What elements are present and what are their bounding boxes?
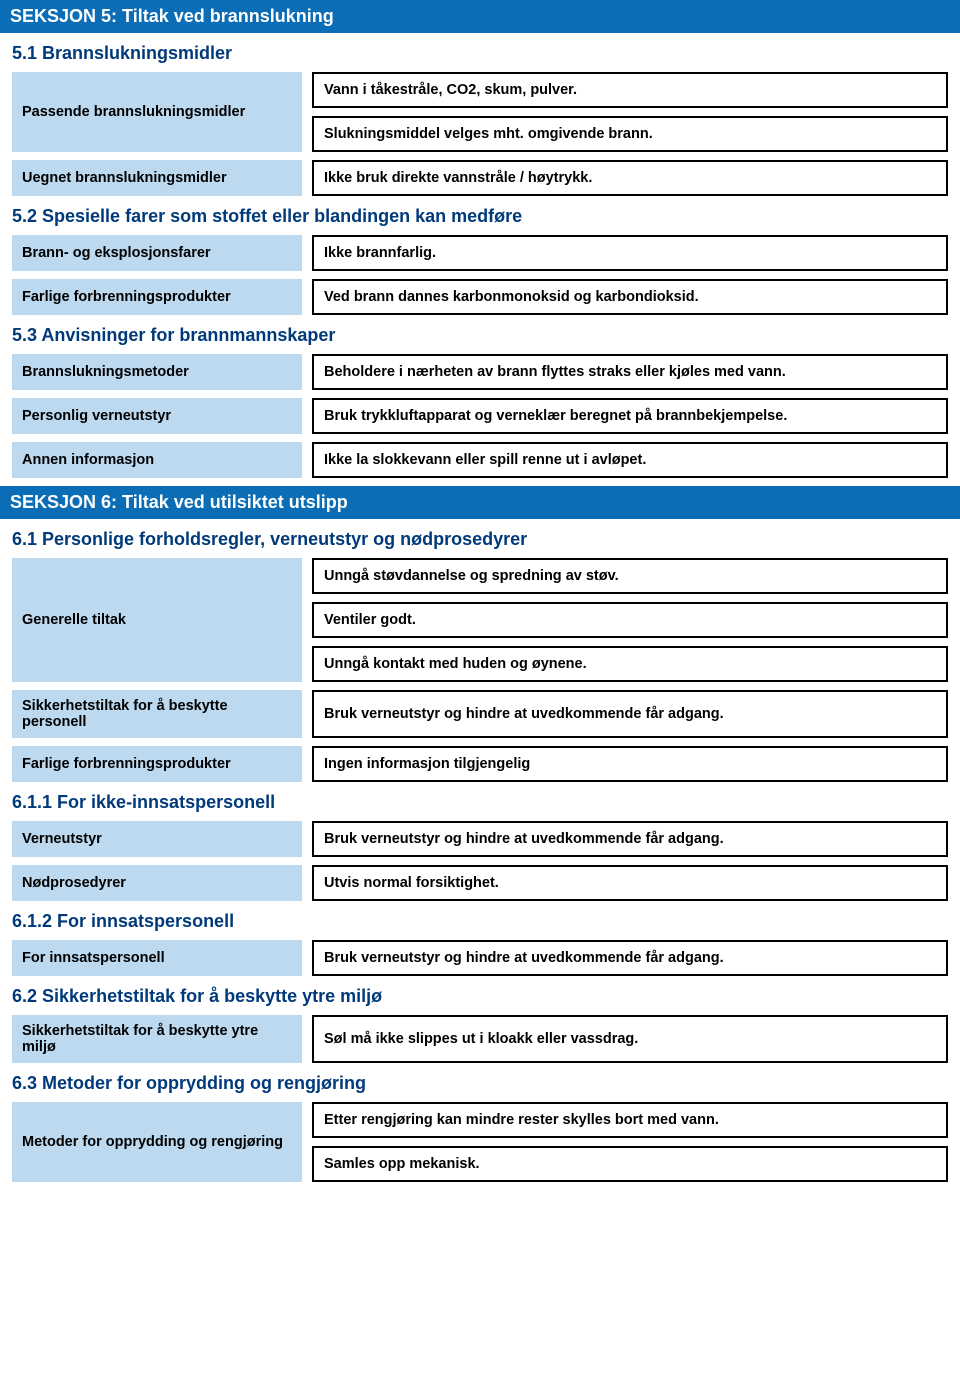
label-generelle: Generelle tiltak [12,558,302,682]
section5-header: SEKSJON 5: Tiltak ved brannslukning [0,0,960,33]
value-nodprosedyrer: Utvis normal forsiktighet. [312,865,948,901]
value-verneutstyr-611: Bruk verneutstyr og hindre at uvedkommen… [312,821,948,857]
label-ytre-miljo: Sikkerhetstiltak for å beskytte ytre mil… [12,1015,302,1063]
section5-1-heading: 5.1 Brannslukningsmidler [12,43,948,64]
value-ytre-miljo: Søl må ikke slippes ut i kloakk eller va… [312,1015,948,1063]
value-generelle-1: Unngå støvdannelse og spredning av støv. [312,558,948,594]
label-verneutstyr-611: Verneutstyr [12,821,302,857]
row-passende: Passende brannslukningsmidler Vann i tåk… [12,72,948,152]
value-annen-53: Ikke la slokkevann eller spill renne ut … [312,442,948,478]
row-sikkerhet-personell: Sikkerhetstiltak for å beskytte personel… [12,690,948,738]
label-farlige-52: Farlige forbrenningsprodukter [12,279,302,315]
value-passende-1: Vann i tåkestråle, CO2, skum, pulver. [312,72,948,108]
row-metoder-53: Brannslukningsmetoder Beholdere i nærhet… [12,354,948,390]
section6-3-heading: 6.3 Metoder for opprydding og rengjøring [12,1073,948,1094]
row-annen-53: Annen informasjon Ikke la slokkevann ell… [12,442,948,478]
value-generelle-2: Ventiler godt. [312,602,948,638]
row-farlige-52: Farlige forbrenningsprodukter Ved brann … [12,279,948,315]
label-nodprosedyrer: Nødprosedyrer [12,865,302,901]
row-brann-eksplosjon: Brann- og eksplosjonsfarer Ikke brannfar… [12,235,948,271]
value-brann-eksplosjon: Ikke brannfarlig. [312,235,948,271]
row-ytre-miljo: Sikkerhetstiltak for å beskytte ytre mil… [12,1015,948,1063]
section5-2-heading: 5.2 Spesielle farer som stoffet eller bl… [12,206,948,227]
value-generelle-3: Unngå kontakt med huden og øynene. [312,646,948,682]
section6-1-heading: 6.1 Personlige forholdsregler, verneutst… [12,529,948,550]
label-uegnet: Uegnet brannslukningsmidler [12,160,302,196]
row-nodprosedyrer: Nødprosedyrer Utvis normal forsiktighet. [12,865,948,901]
row-verneutstyr-53: Personlig verneutstyr Bruk trykkluftappa… [12,398,948,434]
section6-header: SEKSJON 6: Tiltak ved utilsiktet utslipp [0,486,960,519]
label-sikkerhet-personell: Sikkerhetstiltak for å beskytte personel… [12,690,302,738]
section6-2-heading: 6.2 Sikkerhetstiltak for å beskytte ytre… [12,986,948,1007]
section6-1-2-heading: 6.1.2 For innsatspersonell [12,911,948,932]
value-farlige-61: Ingen informasjon tilgjengelig [312,746,948,782]
value-uegnet: Ikke bruk direkte vannstråle / høytrykk. [312,160,948,196]
label-passende: Passende brannslukningsmidler [12,72,302,152]
sds-page: SEKSJON 5: Tiltak ved brannslukning 5.1 … [0,0,960,1210]
label-for-innsats: For innsatspersonell [12,940,302,976]
value-passende-2: Slukningsmiddel velges mht. omgivende br… [312,116,948,152]
label-metoder-63: Metoder for opprydding og rengjøring [12,1102,302,1182]
row-for-innsats: For innsatspersonell Bruk verneutstyr og… [12,940,948,976]
value-metoder-53: Beholdere i nærheten av brann flyttes st… [312,354,948,390]
row-generelle: Generelle tiltak Unngå støvdannelse og s… [12,558,948,682]
value-sikkerhet-personell: Bruk verneutstyr og hindre at uvedkommen… [312,690,948,738]
row-verneutstyr-611: Verneutstyr Bruk verneutstyr og hindre a… [12,821,948,857]
label-annen-53: Annen informasjon [12,442,302,478]
label-farlige-61: Farlige forbrenningsprodukter [12,746,302,782]
row-metoder-63: Metoder for opprydding og rengjøring Ett… [12,1102,948,1182]
label-metoder-53: Brannslukningsmetoder [12,354,302,390]
section5-3-heading: 5.3 Anvisninger for brannmannskaper [12,325,948,346]
row-uegnet: Uegnet brannslukningsmidler Ikke bruk di… [12,160,948,196]
value-verneutstyr-53: Bruk trykkluftapparat og verneklær bereg… [312,398,948,434]
row-farlige-61: Farlige forbrenningsprodukter Ingen info… [12,746,948,782]
section6-1-1-heading: 6.1.1 For ikke-innsatspersonell [12,792,948,813]
value-farlige-52: Ved brann dannes karbonmonoksid og karbo… [312,279,948,315]
value-metoder-63-2: Samles opp mekanisk. [312,1146,948,1182]
value-metoder-63-1: Etter rengjøring kan mindre rester skyll… [312,1102,948,1138]
label-verneutstyr-53: Personlig verneutstyr [12,398,302,434]
value-for-innsats: Bruk verneutstyr og hindre at uvedkommen… [312,940,948,976]
label-brann-eksplosjon: Brann- og eksplosjonsfarer [12,235,302,271]
